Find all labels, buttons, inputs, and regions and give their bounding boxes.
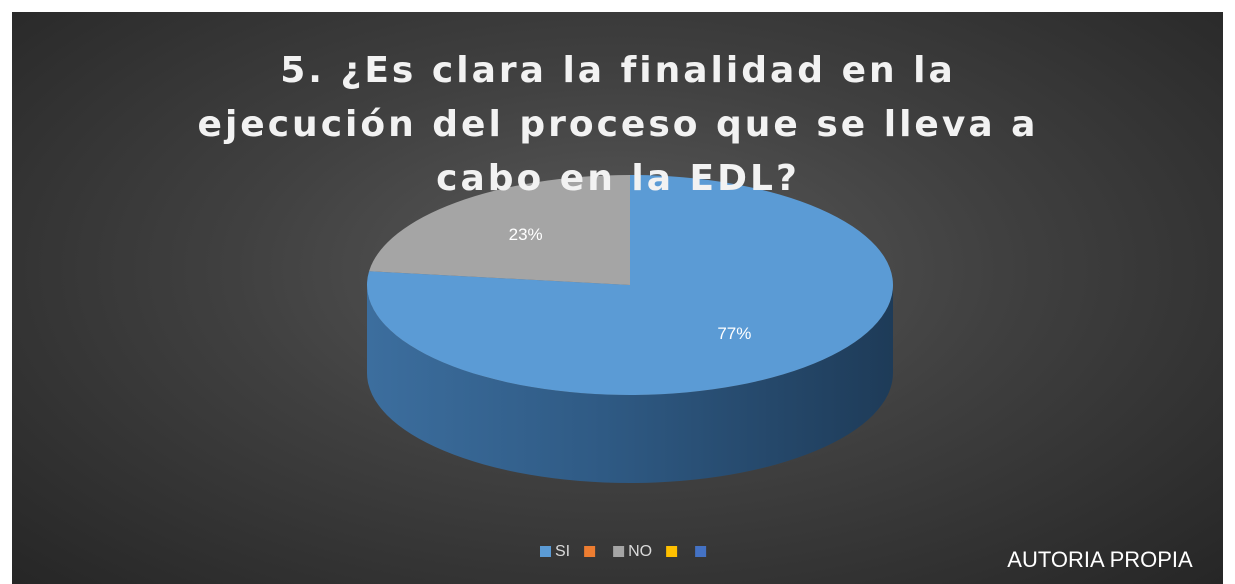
- legend-label: NO: [628, 543, 652, 560]
- slice: [369, 175, 630, 285]
- annotation: AUTORIA PROPIA: [1007, 547, 1193, 572]
- legend-swatch: [666, 546, 678, 557]
- chart-title: 5. ¿Es clara la finalidad en la ejecució…: [197, 50, 1039, 199]
- data-label: 23%: [509, 225, 543, 244]
- legend-swatch: [613, 546, 625, 557]
- legend-swatch: [540, 546, 551, 557]
- legend-swatch: [695, 546, 707, 557]
- legend-swatch: [584, 546, 596, 557]
- legend-label: SI: [555, 543, 570, 560]
- data-label: 77%: [717, 324, 751, 343]
- slice-side: [367, 285, 893, 483]
